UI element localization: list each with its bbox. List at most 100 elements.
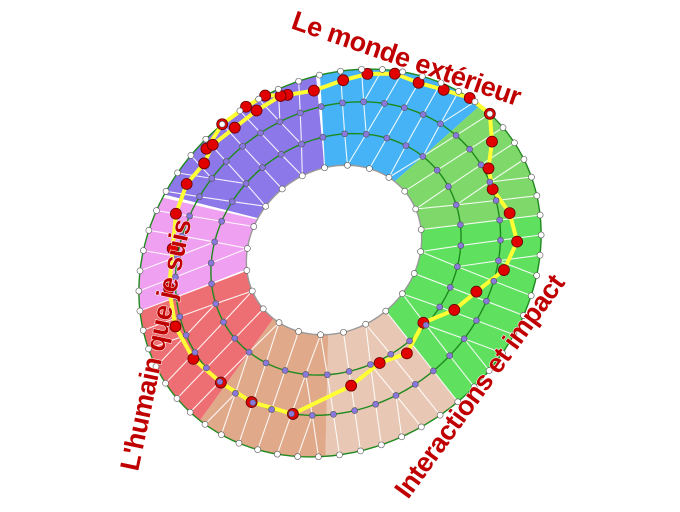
mesh-line — [248, 322, 280, 353]
mesh-node — [382, 307, 390, 315]
mesh-line — [260, 132, 282, 155]
path-node — [163, 282, 175, 295]
mesh-line — [463, 338, 503, 354]
mesh-node — [208, 280, 215, 288]
mesh-node — [492, 197, 500, 204]
mesh-line — [420, 245, 461, 253]
mesh-node — [288, 410, 295, 418]
mesh-node — [296, 109, 304, 117]
mesh-line — [493, 280, 532, 297]
mesh-node — [457, 221, 464, 229]
mesh-line — [223, 290, 253, 323]
mesh-node — [477, 161, 485, 169]
mesh-node — [236, 107, 244, 115]
mesh-line — [365, 323, 392, 355]
mesh-node — [254, 446, 262, 453]
mesh-node — [499, 124, 507, 131]
ring-lines-layer — [138, 68, 542, 458]
mesh-node — [203, 364, 210, 372]
ring-line-3 — [138, 68, 542, 458]
mesh-node — [412, 380, 419, 388]
mesh-line — [363, 101, 367, 135]
mesh-node — [398, 290, 406, 298]
mesh-node — [211, 238, 218, 246]
mesh-line — [176, 283, 212, 298]
mesh-line — [388, 155, 424, 178]
mesh-node — [245, 348, 253, 356]
mesh-node — [162, 188, 170, 195]
path-node — [240, 100, 252, 113]
mesh-node — [218, 431, 225, 439]
mesh-node — [485, 367, 493, 374]
mesh-line — [305, 374, 313, 416]
mesh-node — [176, 313, 184, 320]
mesh-line — [422, 134, 457, 157]
path-node — [228, 121, 241, 134]
mesh-node — [401, 187, 409, 195]
mesh-line — [409, 340, 434, 372]
mesh-node — [174, 169, 181, 177]
mesh-line — [320, 106, 324, 138]
mesh-node — [385, 174, 393, 181]
mesh-node — [341, 130, 348, 138]
mesh-line — [499, 214, 541, 221]
mesh-node — [419, 111, 427, 118]
mesh-node — [417, 226, 425, 233]
mesh-node — [191, 349, 199, 356]
mesh-node — [402, 142, 410, 149]
path-node — [482, 162, 495, 175]
mesh-line — [221, 220, 254, 228]
mesh-line — [365, 103, 385, 135]
ring-line-2 — [174, 101, 502, 417]
mesh-line — [205, 338, 236, 369]
mesh-line — [370, 364, 397, 396]
mesh-node — [362, 130, 370, 138]
path-node — [166, 242, 179, 255]
mesh-line — [220, 393, 236, 435]
mesh-line — [258, 98, 281, 123]
mesh-line — [199, 196, 233, 203]
mesh-node — [437, 79, 445, 87]
mesh-node — [239, 142, 246, 150]
mesh-line — [297, 415, 313, 457]
mesh-node — [537, 231, 545, 239]
mesh-node — [406, 337, 413, 345]
mesh-line — [456, 199, 497, 206]
mesh-line — [211, 177, 247, 185]
mesh-line — [252, 362, 267, 403]
mesh-node — [455, 87, 462, 95]
mesh-node — [274, 450, 281, 458]
mesh-node — [452, 201, 460, 209]
mesh-node — [366, 165, 373, 172]
mesh-line — [425, 324, 465, 340]
mesh-line — [234, 351, 250, 394]
mesh-node — [212, 300, 220, 307]
mesh-node — [317, 103, 325, 110]
mesh-node — [454, 263, 461, 270]
mesh-node — [259, 164, 266, 171]
mesh-node — [378, 441, 385, 449]
mesh-node — [358, 65, 365, 73]
mesh-node — [330, 410, 337, 418]
mesh-line — [204, 392, 236, 425]
mesh-node — [222, 158, 230, 165]
mesh-node — [528, 173, 535, 181]
mesh-line — [498, 260, 537, 277]
mesh-node — [196, 193, 203, 200]
mesh-line — [498, 254, 541, 262]
mesh-node — [536, 251, 544, 259]
mesh-node — [243, 267, 251, 274]
mesh-line — [262, 167, 283, 190]
mesh-line — [300, 144, 303, 176]
mesh-line — [148, 229, 183, 237]
mesh-node — [401, 104, 408, 111]
mesh-line — [214, 241, 248, 249]
path-node — [345, 379, 358, 392]
mesh-node — [275, 85, 282, 93]
mesh-node — [533, 272, 540, 279]
mesh-line — [386, 107, 405, 139]
mesh-node — [483, 297, 490, 305]
mesh-line — [476, 319, 515, 336]
mesh-node — [250, 223, 258, 230]
